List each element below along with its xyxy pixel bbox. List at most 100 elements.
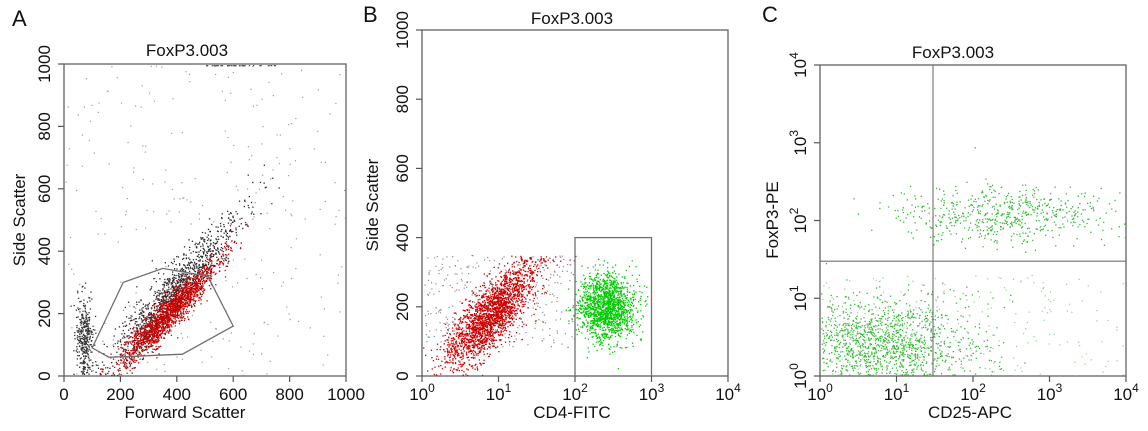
cd4-negative-point bbox=[469, 300, 472, 302]
debris-point bbox=[87, 356, 90, 358]
gated-point bbox=[192, 296, 194, 298]
gated-point bbox=[206, 268, 208, 270]
gated-point bbox=[141, 344, 143, 346]
event-point bbox=[171, 286, 173, 288]
cd4-negative-point bbox=[484, 302, 487, 304]
gated-point bbox=[199, 292, 201, 294]
panel-a-x-label: Forward Scatter bbox=[125, 403, 246, 422]
cd4-negative-point bbox=[518, 287, 520, 290]
gated-point bbox=[177, 307, 179, 309]
event-point bbox=[204, 275, 207, 278]
cd4-negative-point bbox=[490, 335, 493, 337]
event-point bbox=[136, 334, 139, 336]
event-point bbox=[445, 327, 447, 329]
debris-point bbox=[81, 315, 83, 317]
event-point bbox=[201, 231, 204, 234]
gated-point bbox=[180, 290, 182, 292]
event-point bbox=[207, 250, 209, 253]
debris-point bbox=[92, 362, 94, 364]
gated-point bbox=[177, 309, 179, 311]
event-point bbox=[105, 373, 107, 375]
event-point bbox=[442, 267, 444, 269]
gated-point bbox=[144, 318, 146, 320]
event-point bbox=[132, 348, 134, 351]
debris-point bbox=[80, 338, 82, 340]
event-point bbox=[198, 271, 200, 273]
cd4-negative-point bbox=[479, 315, 481, 317]
event-point bbox=[79, 283, 81, 286]
cd4-negative-point bbox=[513, 294, 515, 296]
cd4-negative-point bbox=[487, 331, 489, 333]
event-point bbox=[204, 260, 207, 262]
event-point bbox=[141, 321, 143, 323]
gated-point bbox=[186, 306, 188, 308]
debris-point bbox=[82, 361, 85, 363]
gated-point bbox=[174, 318, 177, 320]
event-point bbox=[320, 161, 322, 163]
cd4-negative-point bbox=[469, 345, 471, 347]
gated-point bbox=[168, 319, 170, 322]
event-point bbox=[191, 282, 193, 284]
cd4-negative-point bbox=[484, 342, 486, 344]
gated-point bbox=[196, 290, 198, 292]
gated-point bbox=[166, 307, 169, 310]
gated-point bbox=[164, 323, 166, 325]
event-point bbox=[464, 284, 466, 286]
gated-point bbox=[219, 266, 221, 269]
cd4-negative-point bbox=[457, 346, 459, 348]
event-point bbox=[339, 311, 341, 313]
cd4-negative-point bbox=[508, 337, 510, 339]
cd4-negative-point bbox=[491, 317, 493, 320]
cd4-negative-point bbox=[477, 369, 479, 371]
debris-point bbox=[86, 349, 88, 352]
gated-point bbox=[151, 331, 153, 333]
gated-point bbox=[157, 324, 159, 326]
gated-point bbox=[157, 327, 159, 329]
cd4-negative-point bbox=[458, 370, 460, 372]
event-point bbox=[196, 263, 198, 265]
gated-point bbox=[202, 279, 205, 282]
gated-point bbox=[139, 330, 142, 332]
cd4-negative-point bbox=[522, 303, 524, 306]
cd4-negative-point bbox=[513, 278, 515, 280]
debris-point bbox=[75, 350, 77, 352]
gated-point bbox=[138, 342, 140, 345]
gated-point bbox=[187, 288, 189, 290]
gated-point bbox=[198, 299, 200, 302]
event-point bbox=[126, 316, 128, 318]
debris-point bbox=[78, 351, 80, 353]
event-point bbox=[193, 282, 195, 284]
event-point bbox=[519, 333, 521, 335]
cd4-negative-point bbox=[477, 317, 480, 319]
cd4-negative-point bbox=[449, 344, 451, 346]
cd4-negative-point bbox=[530, 272, 532, 275]
event-point bbox=[251, 211, 253, 213]
event-point bbox=[166, 213, 168, 215]
gated-point bbox=[184, 299, 186, 301]
gated-point bbox=[202, 285, 204, 287]
event-point bbox=[548, 284, 550, 286]
event-point bbox=[172, 98, 174, 100]
gated-point bbox=[157, 330, 160, 333]
gated-point bbox=[193, 288, 196, 291]
event-point bbox=[165, 294, 167, 296]
event-point bbox=[213, 254, 215, 256]
event-point bbox=[504, 333, 506, 335]
event-point bbox=[506, 304, 509, 306]
gated-point bbox=[184, 303, 186, 306]
event-point bbox=[147, 361, 149, 363]
gated-point bbox=[112, 373, 114, 375]
cd4-negative-point bbox=[462, 346, 465, 349]
gated-point bbox=[175, 298, 178, 300]
event-point bbox=[236, 213, 238, 215]
cd4-negative-point bbox=[504, 307, 506, 309]
gated-point bbox=[183, 319, 185, 322]
event-point bbox=[149, 321, 151, 323]
gated-point bbox=[123, 365, 125, 367]
event-point bbox=[516, 274, 518, 276]
cd4-negative-point bbox=[520, 279, 522, 282]
gated-point bbox=[140, 339, 142, 341]
debris-point bbox=[88, 341, 90, 343]
event-point bbox=[226, 265, 228, 267]
cd4-negative-point bbox=[498, 351, 500, 353]
